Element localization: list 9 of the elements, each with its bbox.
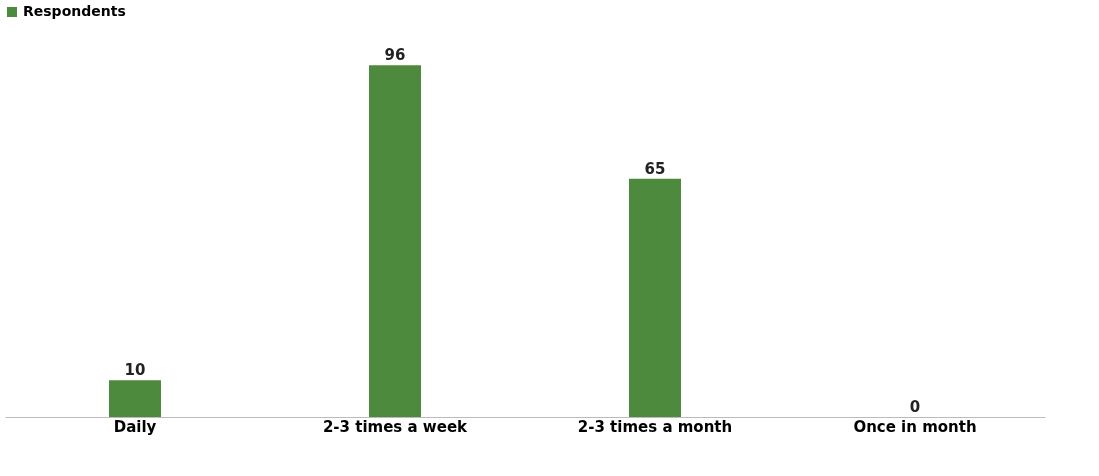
x-tick-label: Once in month — [853, 417, 977, 436]
x-tick-label: 2-3 times a month — [577, 417, 733, 436]
data-label: 10 — [124, 361, 146, 380]
legend-label: Respondents — [23, 3, 126, 19]
data-label: 65 — [644, 159, 666, 178]
x-tick-label: 2-3 times a week — [322, 417, 469, 436]
x-tick-label: Daily — [113, 417, 157, 436]
data-label: 0 — [909, 398, 921, 416]
data-label: 96 — [384, 46, 406, 65]
